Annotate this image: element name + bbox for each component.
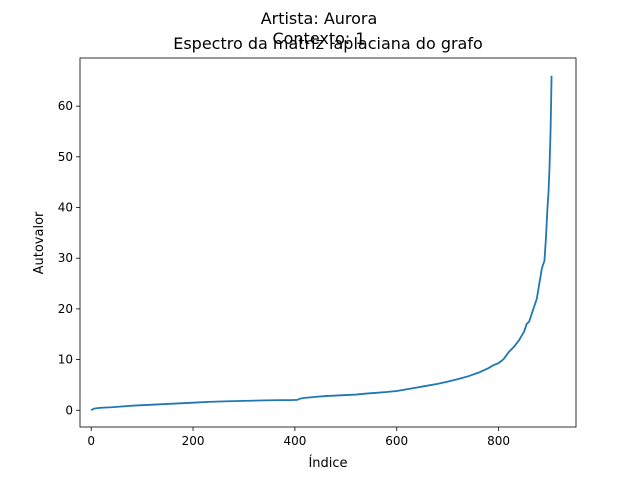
y-tick-label: 50 bbox=[58, 150, 73, 164]
x-tick-label: 400 bbox=[283, 434, 306, 448]
x-tick-label: 600 bbox=[385, 434, 408, 448]
x-tick-label: 0 bbox=[87, 434, 95, 448]
y-tick-label: 40 bbox=[58, 201, 73, 215]
chart-title-line-2: Contexto: 1 bbox=[272, 29, 365, 48]
y-tick-label: 30 bbox=[58, 251, 73, 265]
y-axis-label: Autovalor bbox=[32, 211, 47, 274]
y-tick-label: 20 bbox=[58, 302, 73, 316]
y-tick-label: 10 bbox=[58, 353, 73, 367]
x-tick-label: 200 bbox=[182, 434, 205, 448]
plot-area: 0 200 400 600 800 0 10 20 30 40 50 60 bbox=[58, 57, 577, 448]
y-tick-label: 0 bbox=[65, 403, 73, 417]
y-tick-label: 60 bbox=[58, 99, 73, 113]
chart-title-line-1: Artista: Aurora bbox=[261, 9, 378, 28]
x-axis-label: Índice bbox=[308, 455, 347, 471]
chart-title-line-3: Espectro da matriz laplaciana do grafo bbox=[173, 34, 483, 53]
eigenvalue-line bbox=[90, 75, 553, 412]
axes-frame bbox=[79, 57, 577, 428]
x-tick-label: 800 bbox=[487, 434, 510, 448]
